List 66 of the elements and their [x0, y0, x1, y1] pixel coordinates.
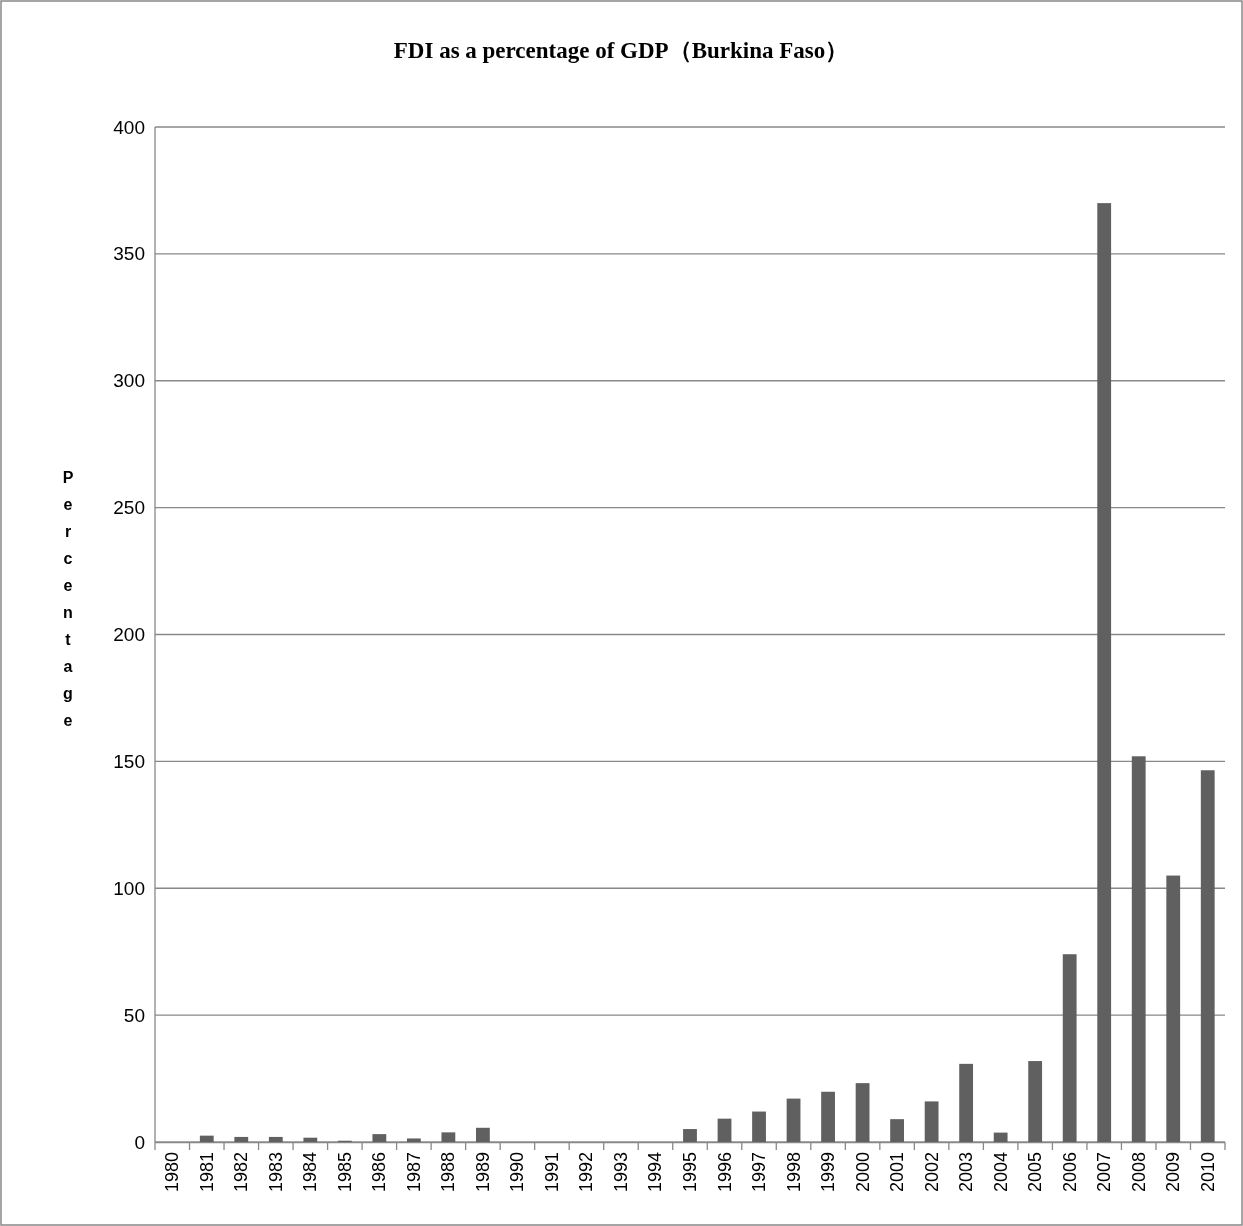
y-tick-label: 150	[113, 750, 145, 772]
x-tick-label: 1986	[369, 1152, 390, 1193]
text: Percentage	[62, 469, 74, 729]
y-tick-label: 350	[113, 243, 145, 265]
bar	[406, 1138, 421, 1142]
x-tick-label: 1996	[714, 1152, 735, 1193]
chart-title: FDI as a percentage of GDP（Burkina Faso）	[393, 38, 849, 63]
bar	[683, 1129, 697, 1142]
x-tick-label: 1984	[300, 1152, 321, 1193]
x-tick-label: 1987	[403, 1152, 424, 1193]
x-tick-label: 1989	[472, 1152, 493, 1193]
bar	[1200, 770, 1215, 1142]
x-tick-label: 2009	[1163, 1152, 1184, 1193]
x-tick-label: 1994	[645, 1152, 666, 1193]
bar	[786, 1098, 801, 1142]
y-tick-label: 400	[113, 116, 145, 138]
x-tick-label: 1982	[231, 1152, 252, 1193]
x-tick-label: 1983	[265, 1152, 286, 1193]
x-tick-label: 2005	[1025, 1152, 1046, 1193]
x-tick-label: 1988	[438, 1152, 459, 1193]
x-tick-label: 1998	[783, 1152, 804, 1193]
bar	[303, 1137, 318, 1142]
y-tick-label: 0	[134, 1131, 145, 1153]
bar	[476, 1127, 490, 1142]
bar	[1166, 875, 1181, 1142]
bar	[959, 1063, 974, 1142]
bar	[372, 1134, 387, 1142]
x-tick-label: 2002	[921, 1152, 942, 1193]
x-tick-label: 1992	[576, 1152, 597, 1193]
bar	[752, 1111, 766, 1142]
x-tick-label: 2007	[1094, 1152, 1115, 1193]
x-tick-label: 2008	[1128, 1152, 1149, 1193]
bar	[1097, 203, 1112, 1142]
x-tick-label: 2006	[1059, 1152, 1080, 1193]
x-tick-label: 1995	[680, 1152, 700, 1193]
bar	[890, 1119, 904, 1142]
x-tick-label: 2000	[852, 1152, 873, 1193]
bar	[993, 1132, 1008, 1142]
bar	[855, 1083, 870, 1142]
bar	[234, 1136, 249, 1143]
x-tick-label: 2001	[887, 1152, 908, 1193]
x-tick-label: 1997	[749, 1152, 770, 1193]
x-tick-label: 1985	[334, 1152, 355, 1193]
bar	[1028, 1061, 1043, 1142]
x-tick-label: 1991	[541, 1152, 562, 1193]
bar	[199, 1135, 214, 1142]
x-tick-label: 2003	[956, 1152, 977, 1193]
x-tick-label: 1981	[196, 1152, 217, 1193]
x-tick-label: 1993	[610, 1152, 631, 1193]
y-tick-label: 250	[113, 497, 145, 519]
y-tick-label: 100	[113, 877, 145, 899]
x-tick-label: 2010	[1197, 1152, 1218, 1193]
bar	[1131, 756, 1146, 1142]
bar	[268, 1136, 283, 1143]
bar	[924, 1101, 939, 1142]
y-tick-label: 50	[123, 1004, 145, 1026]
x-tick-label: 1999	[818, 1152, 839, 1193]
bar	[821, 1091, 835, 1142]
x-tick-label: 2004	[990, 1152, 1011, 1193]
y-tick-label: 300	[113, 370, 145, 392]
x-tick-label: 1980	[162, 1152, 183, 1193]
bar	[1062, 954, 1077, 1142]
bar	[441, 1132, 456, 1142]
y-tick-label: 200	[113, 624, 145, 645]
bar	[717, 1118, 732, 1143]
x-tick-label: 1990	[507, 1152, 528, 1193]
